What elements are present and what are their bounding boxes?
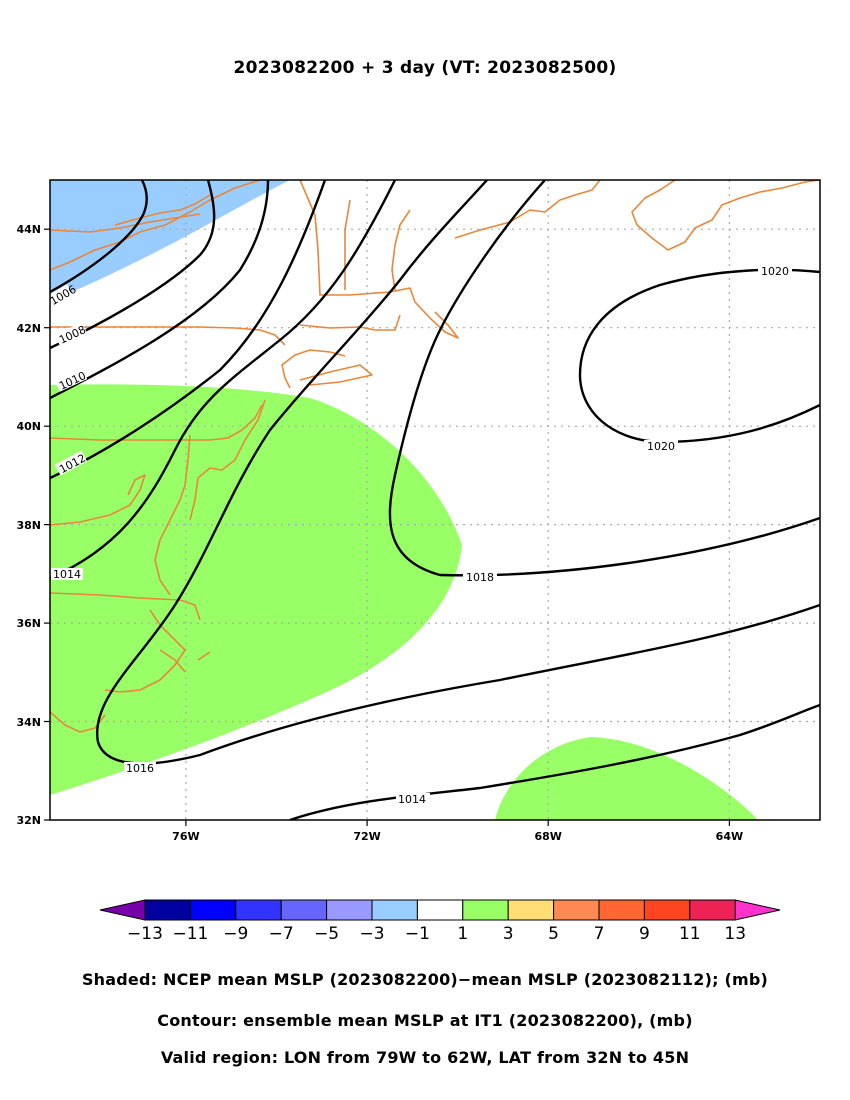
lat-tick-34N: 34N — [16, 716, 41, 729]
lat-tick-36N: 36N — [16, 617, 41, 630]
colorbar-label: 7 — [594, 924, 605, 944]
lat-axis-labels: 44N 42N 40N 38N 36N 34N 32N — [16, 223, 41, 827]
colorbar-box — [553, 899, 600, 921]
carolina-coast — [104, 609, 186, 693]
lon-tick-72W: 72W — [353, 830, 380, 843]
lon-axis-labels: 76W 72W 68W 64W — [172, 830, 743, 843]
colorbar-label: −9 — [223, 924, 248, 944]
colorbar-box — [189, 899, 237, 921]
contour-1010 — [50, 180, 270, 400]
negative-anomaly-region — [50, 180, 290, 300]
plot-title: 2023082200 + 3 day (VT: 2023082500) — [233, 58, 617, 78]
colorbar-box — [462, 899, 509, 921]
colorbar-box — [326, 899, 373, 921]
lat-tick-32N: 32N — [16, 814, 41, 827]
contour-label-1008: 1008 — [54, 322, 88, 347]
contour-1006 — [50, 180, 149, 294]
svg-text:1014: 1014 — [398, 793, 426, 806]
grid-lines — [50, 180, 820, 820]
border-north — [50, 213, 201, 233]
contour-1014-east — [289, 703, 820, 820]
colorbar-box — [144, 899, 191, 921]
colorbar-label: −13 — [127, 924, 163, 944]
great-lakes-border — [50, 326, 286, 346]
nova-scotia — [631, 180, 820, 251]
new-england — [344, 199, 411, 291]
colorbar-label: −1 — [405, 924, 430, 944]
shading-layer — [50, 180, 758, 820]
svg-text:1020: 1020 — [647, 440, 675, 453]
northeast-coast — [299, 180, 459, 339]
lat-tick-44N: 44N — [16, 223, 41, 236]
colorbar: −13 −11 −9 −7 −5 −3 −1 1 3 5 7 9 11 13 — [99, 899, 781, 944]
colorbar-box — [280, 899, 328, 921]
svg-text:1014: 1014 — [53, 568, 81, 581]
contour-label-1018: 1018 — [463, 571, 497, 584]
va-border — [50, 474, 146, 526]
colorbar-label: 5 — [548, 924, 559, 944]
positive-anomaly-region-south — [495, 737, 758, 820]
canada-coast — [50, 180, 261, 271]
pamlico — [159, 649, 211, 673]
colorbar-label: 3 — [503, 924, 514, 944]
lon-tick-76W: 76W — [172, 830, 199, 843]
contour-label-1014: 1014 — [51, 568, 83, 581]
long-island — [299, 364, 373, 386]
ny-border — [299, 314, 401, 331]
state-lines — [50, 404, 263, 441]
chesapeake — [154, 434, 191, 596]
contour-label-1020-bottom: 1020 — [644, 440, 678, 453]
lon-tick-64W: 64W — [716, 830, 743, 843]
tick-marks — [44, 228, 731, 826]
contour-1014-west — [50, 180, 397, 580]
colorbar-box — [371, 899, 418, 921]
lake-shore — [114, 194, 211, 226]
colorbar-box — [416, 899, 464, 921]
svg-text:1016: 1016 — [126, 762, 154, 775]
colorbar-box — [235, 899, 282, 921]
colorbar-label: 11 — [679, 924, 701, 944]
contour-1018 — [388, 180, 820, 577]
contour-label-1016: 1016 — [124, 762, 156, 775]
caption-region: Valid region: LON from 79W to 62W, LAT f… — [160, 1048, 690, 1067]
contour-1020-inner — [578, 268, 820, 444]
colorbar-extend-low — [99, 899, 146, 921]
colorbar-label: 9 — [639, 924, 650, 944]
plot-frame — [49, 179, 821, 821]
lat-tick-40N: 40N — [16, 420, 41, 433]
colorbar-box — [689, 899, 736, 921]
colorbar-extend-high — [734, 899, 781, 921]
contour-label-1014-south: 1014 — [396, 793, 430, 806]
colorbar-box — [598, 899, 645, 921]
colorbar-label: −3 — [359, 924, 384, 944]
contour-label-1020-top: 1020 — [758, 265, 792, 278]
positive-anomaly-region-west — [50, 384, 462, 795]
colorbar-label: −5 — [314, 924, 339, 944]
svg-text:1018: 1018 — [466, 571, 494, 584]
svg-text:1020: 1020 — [761, 265, 789, 278]
lat-tick-38N: 38N — [16, 519, 41, 532]
nc-border — [50, 592, 201, 621]
caption-contour: Contour: ensemble mean MSLP at IT1 (2023… — [157, 1011, 693, 1030]
coastline-layer — [50, 180, 820, 733]
colorbar-label: 1 — [457, 924, 468, 944]
lon-tick-68W: 68W — [534, 830, 561, 843]
maine-coast — [454, 180, 601, 239]
new-jersey — [281, 349, 346, 389]
colorbar-label: 13 — [724, 924, 746, 944]
colorbar-label: −11 — [172, 924, 208, 944]
contour-1016 — [95, 180, 488, 743]
mid-atlantic-1 — [189, 399, 266, 521]
colorbar-box — [643, 899, 691, 921]
lat-tick-42N: 42N — [16, 322, 41, 335]
contour-1012 — [50, 180, 327, 480]
contour-1008 — [50, 180, 216, 350]
colorbar-label: −7 — [269, 924, 294, 944]
caption-shaded: Shaded: NCEP mean MSLP (2023082200)−mean… — [81, 970, 769, 989]
colorbar-box — [507, 899, 555, 921]
